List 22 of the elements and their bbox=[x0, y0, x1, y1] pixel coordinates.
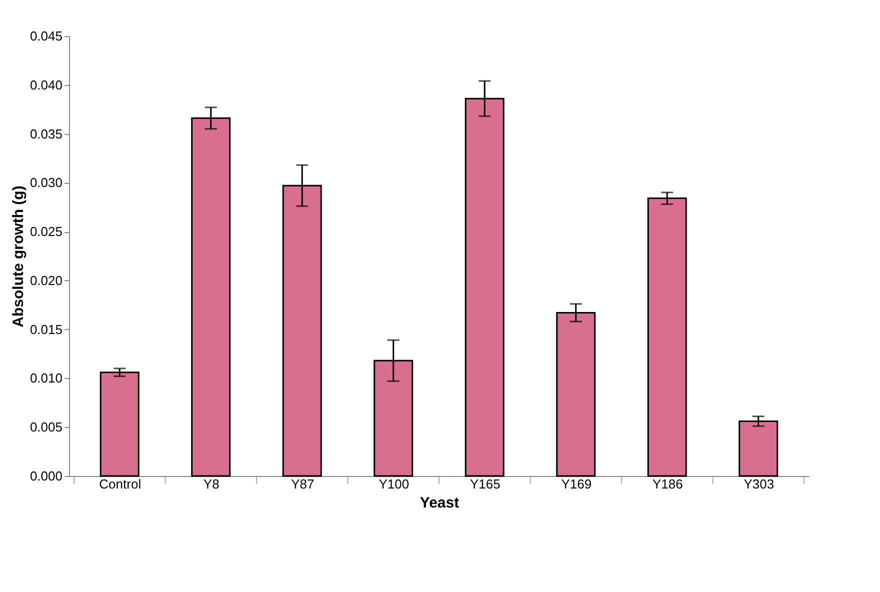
y-tick-label: 0.030 bbox=[30, 175, 62, 190]
x-tick-label: Y169 bbox=[561, 476, 592, 492]
x-tick-label: Y303 bbox=[744, 476, 774, 492]
y-tick-label: 0.005 bbox=[30, 420, 62, 435]
y-axis-title: Absolute growth (g) bbox=[10, 186, 27, 328]
bar bbox=[100, 372, 140, 477]
bar bbox=[738, 420, 778, 477]
x-tick-label: Y186 bbox=[652, 476, 683, 492]
y-tick-label: 0.025 bbox=[30, 224, 62, 240]
y-tick-label: 0.045 bbox=[30, 28, 62, 44]
x-tick-label: Y8 bbox=[203, 476, 220, 492]
x-tick-label: Y87 bbox=[291, 476, 314, 492]
x-tick-label: Control bbox=[99, 476, 142, 492]
x-tick-label: Y165 bbox=[470, 476, 500, 492]
x-tick-label: Y100 bbox=[378, 476, 410, 492]
x-axis-title: Yeast bbox=[420, 494, 460, 512]
y-tick-label: 0.020 bbox=[30, 272, 62, 288]
y-tick-label: 0.000 bbox=[30, 468, 62, 484]
y-tick-label: 0.035 bbox=[30, 126, 62, 142]
y-tick-label: 0.010 bbox=[30, 370, 62, 386]
y-tick-label: 0.015 bbox=[30, 322, 62, 337]
y-tick-label: 0.040 bbox=[30, 77, 62, 92]
